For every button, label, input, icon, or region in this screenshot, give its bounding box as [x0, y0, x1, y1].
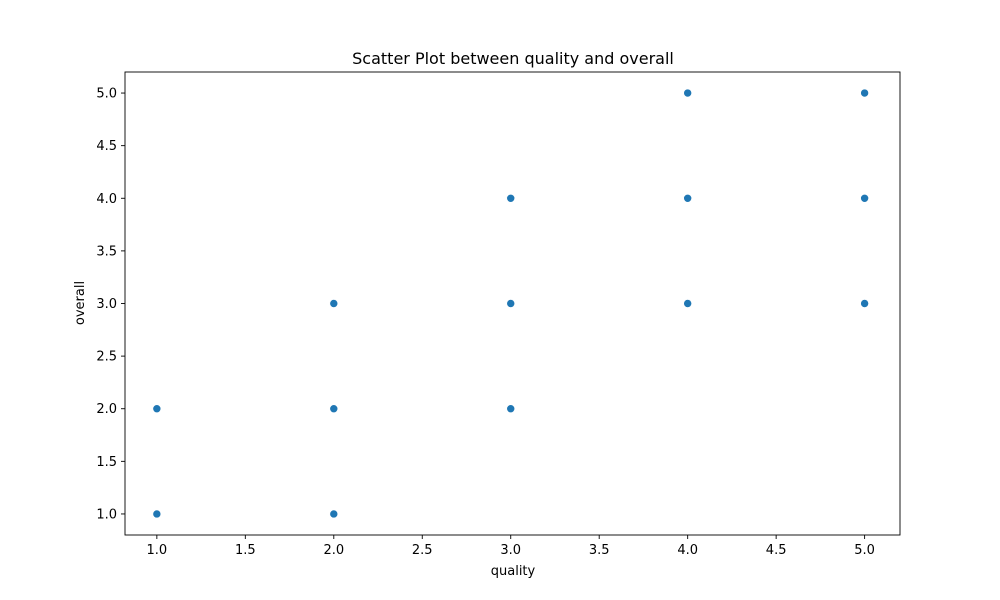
y-tick-label: 4.5: [96, 139, 117, 154]
scatter-point: [506, 193, 516, 203]
y-tick-label: 1.5: [96, 455, 117, 470]
chart-title: Scatter Plot between quality and overall: [352, 49, 674, 68]
scatter-point: [860, 299, 869, 308]
scatter-point: [683, 88, 692, 98]
scatter-point: [152, 509, 162, 519]
x-tick-label: 3.5: [589, 543, 610, 558]
y-tick-label: 2.5: [96, 350, 117, 365]
y-tick-label: 1.0: [96, 507, 117, 522]
scatter-point: [860, 88, 869, 98]
scatter-point: [860, 193, 869, 203]
y-tick-label: 3.0: [96, 297, 117, 312]
scatter-point: [152, 404, 162, 414]
x-axis: 1.0 1.5 2.0 2.5 3.0 3.5 4.0 4.5 5.0: [147, 535, 875, 558]
x-axis-label: quality: [491, 564, 536, 579]
y-axis-label: overall: [73, 281, 88, 325]
x-tick-label: 4.5: [766, 543, 787, 558]
x-tick-label: 4.0: [677, 543, 698, 558]
scatter-point: [329, 299, 339, 308]
y-tick-label: 4.0: [96, 192, 117, 207]
y-tick-label: 2.0: [96, 402, 117, 417]
x-tick-label: 1.0: [147, 543, 168, 558]
scatter-point: [683, 193, 692, 203]
scatter-point: [506, 299, 516, 308]
x-tick-label: 3.0: [500, 543, 521, 558]
scatter-point: [329, 509, 339, 519]
x-tick-label: 2.5: [412, 543, 433, 558]
scatter-point: [506, 404, 516, 414]
x-tick-label: 1.5: [235, 543, 256, 558]
x-tick-label: 5.0: [854, 543, 875, 558]
y-axis: 1.0 1.5 2.0 2.5 3.0 3.5 4.0 4.5 5.0: [96, 87, 125, 522]
x-tick-label: 2.0: [323, 543, 344, 558]
scatter-point: [683, 299, 692, 308]
y-tick-label: 5.0: [96, 87, 117, 102]
data-points: [152, 88, 869, 519]
y-tick-label: 3.5: [96, 244, 117, 259]
scatter-point: [329, 404, 339, 414]
